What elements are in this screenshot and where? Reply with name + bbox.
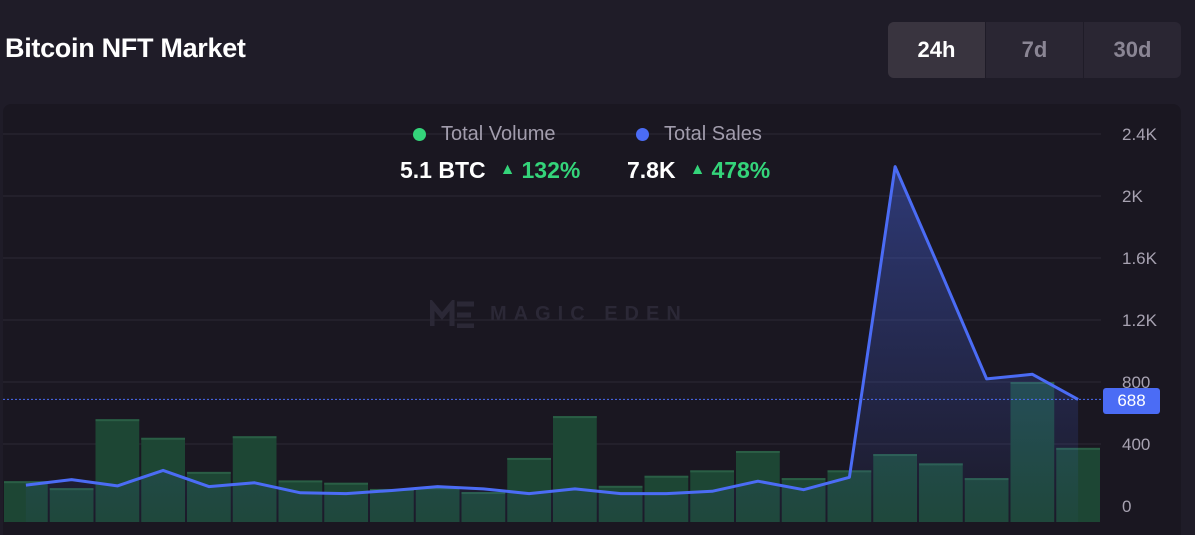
legend-sales[interactable]: Total Sales [636,121,762,147]
volume-bar-top [1056,447,1100,450]
volume-bar-top [644,475,689,478]
volume-bar-top [232,436,277,439]
up-arrow-icon: ▲ [689,161,706,178]
y-tick-label: 1.6K [1122,249,1158,268]
volume-change: 132% [521,156,581,183]
volume-bar-top [598,485,643,488]
volume-bar-top [690,470,734,473]
volume-bar-top [553,416,597,419]
time-range-selector: 24h 7d 30d [888,22,1181,78]
y-tick-label: 0 [1122,497,1131,516]
page-title: Bitcoin NFT Market [5,33,246,63]
magic-eden-logo-icon [430,300,474,328]
volume-bar-top [4,481,48,484]
volume-dot-icon [413,127,426,141]
volume-bar-top [278,480,323,483]
sales-dot-icon [636,127,649,141]
legend-volume[interactable]: Total Volume [413,121,556,147]
volume-bar-top [507,457,551,460]
watermark-text: MAGIC EDEN [490,302,688,325]
y-tick-label: 2K [1122,187,1143,206]
legend-sales-label: Total Sales [664,122,762,145]
y-tick-label: 800 [1122,373,1150,392]
y-axis: 0 400 800 1.2K 1.6K 2K 2.4K [1122,125,1158,516]
volume-bar-top [141,437,185,440]
magic-eden-watermark: MAGIC EDEN [430,300,688,328]
current-value-badge: 688 [1103,388,1160,414]
sales-area [25,166,1079,522]
volume-bar-top [187,471,231,474]
volume-bar-top [95,419,140,422]
sales-area-fill [25,166,1079,522]
range-7d-button[interactable]: 7d [985,22,1083,78]
range-24h-button[interactable]: 24h [888,22,985,78]
sales-value: 7.8K [627,156,676,183]
y-tick-label: 400 [1122,435,1150,454]
sales-stat: 7.8K ▲ 478% [627,155,770,185]
sales-line-path [25,165,1079,496]
sales-change: 478% [711,156,771,183]
volume-stat: 5.1 BTC ▲ 132% [400,155,580,185]
range-30d-button[interactable]: 30d [1083,22,1181,78]
y-tick-label: 1.2K [1122,311,1158,330]
volume-bar-top [324,482,368,485]
up-arrow-icon: ▲ [499,161,516,178]
legend-volume-label: Total Volume [441,122,556,145]
volume-bar-top [736,450,780,453]
sales-line [3,165,1104,496]
volume-value: 5.1 BTC [400,156,486,183]
volume-bar-top [781,478,826,481]
y-tick-label: 2.4K [1122,125,1158,144]
